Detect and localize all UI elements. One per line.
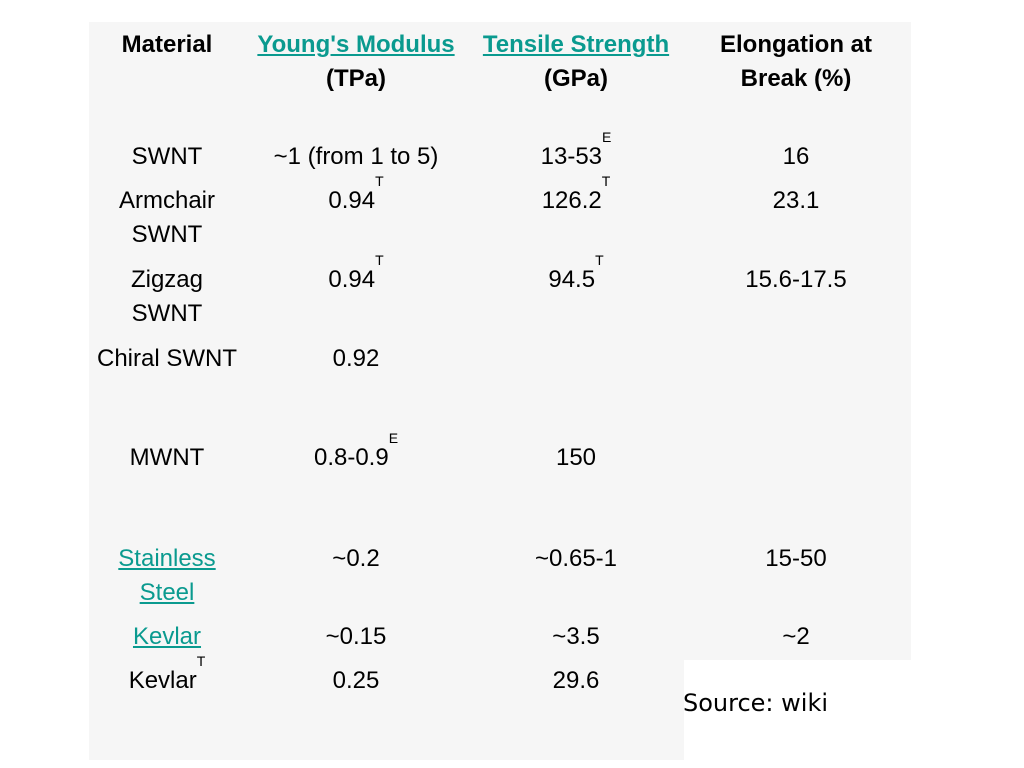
row-armchair-tensile: 126.2T — [478, 174, 674, 218]
material-name: SWNT — [131, 143, 203, 170]
row-zigzag-tensile: 94.5T — [478, 253, 674, 297]
youngs-value: ~0.15 — [325, 623, 387, 650]
tensile-value: 29.6 — [552, 667, 600, 694]
row-zigzag-elongation: 15.6-17.5 — [690, 263, 902, 297]
header-youngs-modulus: Young's Modulus (TPa) — [240, 28, 472, 96]
tensile-value: 126.2 — [541, 187, 602, 214]
tensile-value: ~3.5 — [552, 623, 600, 650]
header-tensile-strength: Tensile Strength (GPa) — [478, 28, 674, 96]
row-swnt-material: SWNT — [96, 140, 238, 174]
row-swnt-elongation: 16 — [690, 140, 902, 174]
row-swnt-youngs: ~1 (from 1 to 5) — [240, 140, 472, 174]
superscript-note: T — [375, 173, 384, 189]
row-armchair-youngs: 0.94T — [240, 174, 472, 218]
row-zigzag-material: Zigzag SWNT — [96, 263, 238, 331]
row-armchair-material: Armchair SWNT — [96, 184, 238, 252]
superscript-note: T — [601, 173, 611, 189]
row-steel-tensile: ~0.65-1 — [478, 542, 674, 576]
row-kevlar-t-youngs: 0.25 — [240, 664, 472, 698]
row-kevlar-tensile: ~3.5 — [478, 620, 674, 654]
material-name: Kevlar — [128, 667, 197, 694]
youngs-value: 0.94 — [328, 187, 376, 214]
elongation-value: ~2 — [782, 623, 810, 650]
header-elongation: Elongation at Break (%) — [690, 28, 902, 96]
stainless-steel-link[interactable]: Stainless Steel — [118, 545, 216, 606]
material-name: Armchair SWNT — [118, 187, 215, 248]
row-kevlar-t-material: KevlarT — [96, 654, 238, 698]
table-panel — [89, 22, 911, 760]
elongation-value: 16 — [782, 143, 810, 170]
youngs-value: ~1 (from 1 to 5) — [273, 143, 439, 170]
row-kevlar-material: Kevlar — [96, 620, 238, 654]
tensile-strength-link[interactable]: Tensile Strength — [482, 31, 670, 58]
row-swnt-tensile: 13-53E — [478, 130, 674, 174]
header-material: Material — [96, 28, 238, 62]
superscript-note: T — [196, 653, 206, 669]
material-name: Chiral SWNT — [96, 345, 237, 372]
row-mwnt-tensile: 150 — [478, 441, 674, 475]
tensile-strength-unit: (GPa) — [543, 65, 608, 92]
row-kevlar-youngs: ~0.15 — [240, 620, 472, 654]
youngs-value: 0.25 — [332, 667, 380, 694]
material-name: Zigzag SWNT — [130, 266, 204, 327]
row-steel-youngs: ~0.2 — [240, 542, 472, 576]
youngs-modulus-link[interactable]: Young's Modulus — [257, 31, 455, 58]
row-kevlar-t-tensile: 29.6 — [478, 664, 674, 698]
row-steel-material: Stainless Steel — [96, 542, 238, 610]
youngs-value: ~0.2 — [332, 545, 380, 572]
header-elongation-label: Elongation at Break (%) — [720, 31, 872, 92]
row-steel-elongation: 15-50 — [690, 542, 902, 576]
row-mwnt-material: MWNT — [96, 441, 238, 475]
row-kevlar-elongation: ~2 — [690, 620, 902, 654]
youngs-value: 0.8-0.9 — [313, 444, 389, 471]
kevlar-link[interactable]: Kevlar — [132, 623, 202, 650]
tensile-value: ~0.65-1 — [534, 545, 618, 572]
header-material-label: Material — [121, 31, 213, 58]
source-caption: Source: wiki — [683, 689, 829, 717]
superscript-note: T — [595, 252, 604, 268]
youngs-modulus-unit: (TPa) — [326, 65, 386, 92]
row-chiral-material: Chiral SWNT — [96, 342, 238, 376]
row-armchair-elongation: 23.1 — [690, 184, 902, 218]
row-chiral-youngs: 0.92 — [240, 342, 472, 376]
tensile-value: 13-53 — [540, 143, 603, 170]
superscript-note: T — [375, 252, 384, 268]
row-mwnt-youngs: 0.8-0.9E — [240, 431, 472, 475]
tensile-value: 150 — [555, 444, 597, 471]
panel-cutout — [684, 660, 1024, 768]
superscript-note: E — [602, 129, 612, 145]
tensile-value: 94.5 — [548, 266, 596, 293]
elongation-value: 15.6-17.5 — [745, 266, 847, 293]
youngs-value: 0.94 — [328, 266, 376, 293]
youngs-value: 0.92 — [332, 345, 380, 372]
elongation-value: 15-50 — [765, 545, 827, 572]
material-name: MWNT — [129, 444, 205, 471]
elongation-value: 23.1 — [772, 187, 820, 214]
row-zigzag-youngs: 0.94T — [240, 253, 472, 297]
superscript-note: E — [388, 430, 399, 446]
